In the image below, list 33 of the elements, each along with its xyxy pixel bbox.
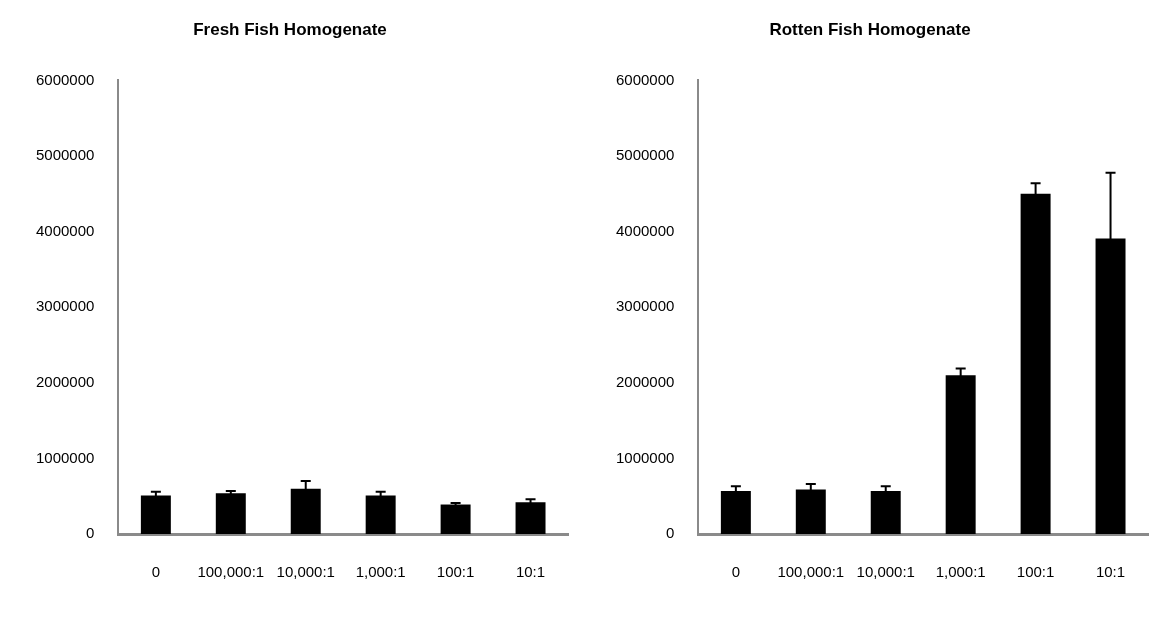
y-tick-label: 5000000 (615, 146, 675, 164)
bar (140, 495, 171, 534)
bar (365, 495, 396, 534)
x-tick-label: 0 (151, 563, 161, 581)
x-tick-label: 10:1 (1095, 563, 1126, 581)
x-tick-label: 1,000:1 (355, 563, 406, 581)
y-tick-label: 1000000 (615, 448, 675, 466)
y-tick-label: 3000000 (615, 297, 675, 315)
x-tick-label: 0 (731, 563, 741, 581)
y-tick-label: 5000000 (35, 146, 95, 164)
x-tick-label: 10,000:1 (856, 563, 915, 581)
y-tick-label: 0 (86, 524, 95, 542)
chart-title: Fresh Fish Homogenate (193, 19, 387, 39)
x-tick-label: 10,000:1 (276, 563, 335, 581)
y-tick-label: 6000000 (35, 70, 95, 88)
bar (515, 502, 546, 534)
x-tick-label: 100:1 (436, 563, 475, 581)
y-tick-label: 1000000 (35, 448, 95, 466)
y-tick-label: 4000000 (615, 221, 675, 239)
y-tick-label: 2000000 (35, 372, 95, 390)
x-tick-label: 10:1 (515, 563, 546, 581)
x-tick-label: 100:1 (1016, 563, 1055, 581)
bar (440, 504, 471, 534)
bar (215, 493, 246, 534)
x-tick-label: 100,000:1 (197, 563, 265, 581)
x-tick-label: 100,000:1 (777, 563, 845, 581)
y-tick-label: 2000000 (615, 372, 675, 390)
y-tick-label: 4000000 (35, 221, 95, 239)
x-tick-label: 1,000:1 (935, 563, 986, 581)
y-tick-label: 3000000 (35, 297, 95, 315)
y-tick-label: 6000000 (615, 70, 675, 88)
chart-title: Rotten Fish Homogenate (769, 19, 971, 39)
y-tick-label: 0 (666, 524, 675, 542)
